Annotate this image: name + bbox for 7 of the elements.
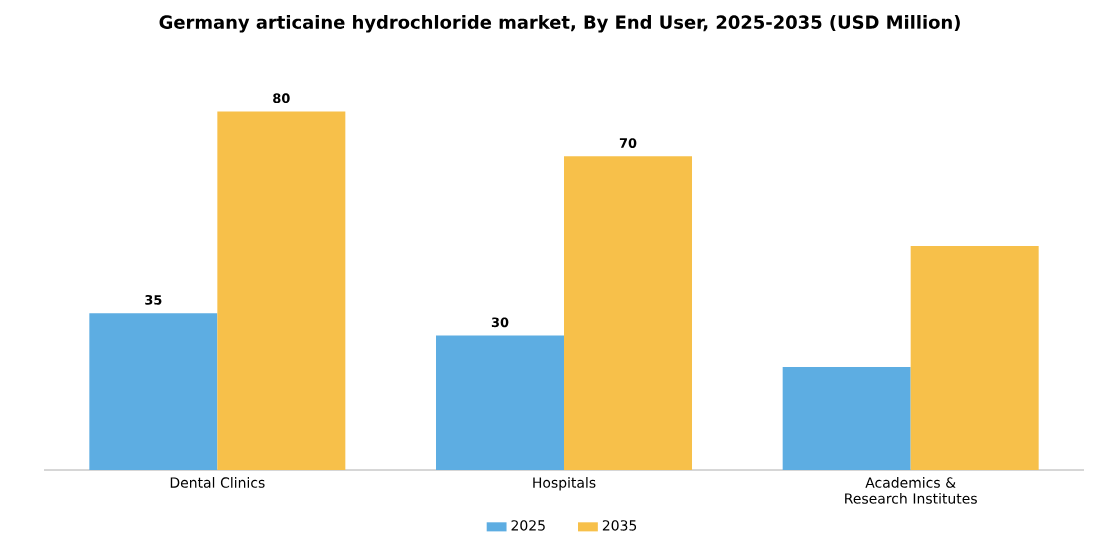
bar: [910, 245, 1039, 470]
bar: [436, 335, 564, 470]
bar: [89, 313, 218, 470]
bar: [217, 111, 346, 470]
bar: [782, 366, 911, 470]
chart-title: Germany articaine hydrochloride market, By End User, 2025-2035 (USD Million): [159, 15, 960, 33]
bar: [564, 156, 693, 470]
